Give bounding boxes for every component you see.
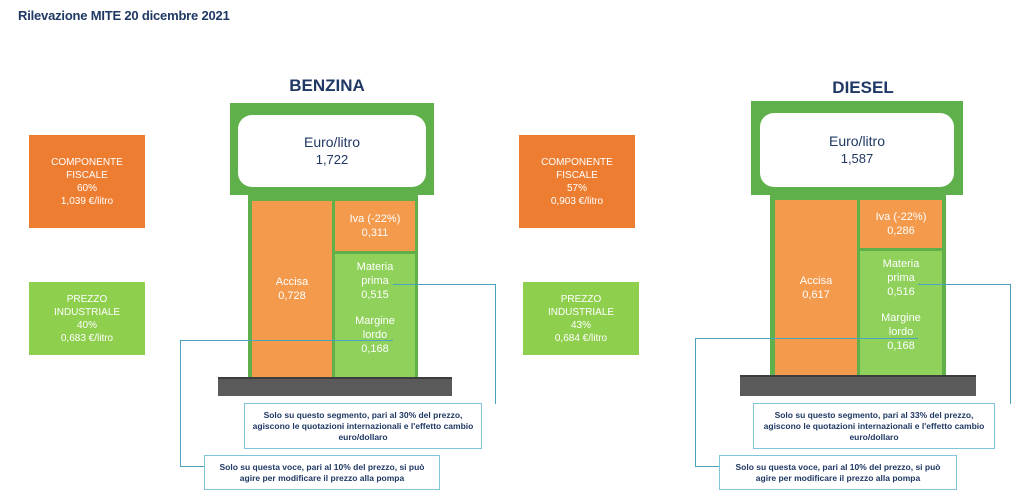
diesel-margine-label1: Margine	[881, 312, 921, 324]
diesel-price-display: Euro/litro 1,587	[760, 113, 954, 187]
benzina-connector-voice-h2	[180, 466, 204, 467]
diesel-industrial-segment: Materia prima 0,516 Margine lordo 0,168	[860, 251, 942, 375]
benzina-pump-base	[218, 377, 452, 396]
diesel-connector-voice-h2	[695, 466, 719, 467]
benzina-note-segment-line2: agiscono le quotazioni internazionali e …	[252, 420, 474, 431]
benzina-industrial-segment: Materia prima 0,515 Margine lordo 0,168	[335, 254, 415, 377]
diesel-note-segment-line1: Solo su questo segmento, pari al 33% del…	[774, 409, 974, 420]
diesel-accisa-value: 0,617	[802, 288, 830, 301]
diesel-margine-label2: lordo	[888, 326, 914, 338]
benzina-margine-label1: Margine	[355, 315, 395, 327]
benzina-connector-segment-h	[393, 284, 496, 285]
benzina-connector-segment-v	[495, 284, 496, 404]
benzina-iva-value: 0,311	[361, 227, 389, 239]
benzina-industrial-box: PREZZO INDUSTRIALE 40% 0,683 €/litro	[29, 282, 145, 355]
benzina-industrial-label: PREZZO INDUSTRIALE	[53, 293, 121, 318]
benzina-materia-label1: Materia	[356, 261, 394, 273]
diesel-accisa-label: Accisa	[799, 274, 833, 287]
diesel-fiscal-value: 0,903 €/litro	[550, 195, 604, 207]
benzina-note-voice: Solo su questa voce, pari al 10% del pre…	[204, 455, 440, 490]
page-header: Rilevazione MITE 20 dicembre 2021	[18, 8, 230, 23]
benzina-note-segment-line3: euro/dollaro	[338, 431, 388, 442]
diesel-industrial-percent: 43%	[570, 319, 591, 331]
diesel-accisa-segment: Accisa 0,617	[775, 200, 857, 375]
diesel-margine-value: 0,168	[887, 340, 915, 352]
benzina-accisa-segment: Accisa 0,728	[252, 201, 332, 377]
benzina-fiscal-value: 1,039 €/litro	[60, 195, 114, 207]
benzina-note-voice-line2: agire per modificare il prezzo alla pomp…	[239, 472, 405, 483]
benzina-note-segment: Solo su questo segmento, pari al 30% del…	[244, 403, 482, 449]
diesel-note-voice-line1: Solo su questa voce, pari al 10% del pre…	[735, 461, 941, 472]
diesel-iva-segment: Iva (-22%) 0,286	[860, 200, 942, 248]
diesel-industrial-value: 0,684 €/litro	[554, 332, 608, 344]
benzina-iva-segment: Iva (-22%) 0,311	[335, 201, 415, 251]
diesel-industrial-label: PREZZO INDUSTRIALE	[547, 293, 615, 318]
diesel-connector-segment-v	[1010, 284, 1011, 404]
benzina-connector-voice-v	[180, 340, 181, 466]
benzina-materia-value: 0,515	[361, 289, 389, 301]
diesel-fiscal-box: COMPONENTE FISCALE 57% 0,903 €/litro	[519, 135, 635, 228]
diesel-pump-base	[740, 375, 976, 396]
benzina-accisa-label: Accisa	[275, 276, 309, 288]
benzina-fiscal-label: COMPONENTE FISCALE	[51, 156, 123, 181]
diesel-note-voice-line2: agire per modificare il prezzo alla pomp…	[755, 472, 921, 483]
diesel-note-voice: Solo su questa voce, pari al 10% del pre…	[719, 455, 957, 490]
benzina-materia-label2: prima	[361, 275, 389, 287]
diesel-note-segment-line2: agiscono le quotazioni internazionali e …	[763, 420, 985, 431]
diesel-connector-voice-h	[695, 338, 918, 339]
benzina-note-segment-line1: Solo su questo segmento, pari al 30% del…	[263, 409, 463, 420]
diesel-industrial-box: PREZZO INDUSTRIALE 43% 0,684 €/litro	[523, 282, 639, 355]
benzina-industrial-value: 0,683 €/litro	[60, 332, 114, 344]
benzina-title: BENZINA	[289, 76, 365, 95]
diesel-price-value: 1,587	[840, 151, 874, 166]
diesel-iva-label: Iva (-22%)	[875, 211, 927, 223]
benzina-margine-label2: lordo	[362, 329, 388, 341]
benzina-fiscal-box: COMPONENTE FISCALE 60% 1,039 €/litro	[29, 135, 145, 228]
benzina-fiscal-percent: 60%	[76, 182, 97, 194]
benzina-industrial-percent: 40%	[76, 319, 97, 331]
benzina-price-unit: Euro/litro	[303, 134, 361, 150]
diesel-iva-value: 0,286	[887, 225, 915, 237]
benzina-accisa-value: 0,728	[278, 290, 306, 302]
diesel-title: DIESEL	[832, 78, 894, 97]
benzina-iva-label: Iva (-22%)	[349, 213, 401, 225]
benzina-margine-value: 0,168	[361, 343, 389, 355]
diesel-note-segment-line3: euro/dollaro	[849, 431, 899, 442]
diesel-materia-label2: prima	[887, 272, 915, 284]
diesel-note-segment: Solo su questo segmento, pari al 33% del…	[753, 403, 995, 449]
diesel-materia-value: 0,516	[887, 286, 915, 298]
benzina-note-voice-line1: Solo su questa voce, pari al 10% del pre…	[219, 461, 425, 472]
diesel-price-unit: Euro/litro	[828, 133, 886, 149]
benzina-price-display: Euro/litro 1,722	[238, 115, 426, 187]
benzina-connector-voice-h	[180, 340, 393, 341]
diesel-fiscal-percent: 57%	[566, 182, 587, 194]
diesel-materia-label1: Materia	[882, 258, 920, 270]
diesel-connector-voice-v	[695, 338, 696, 466]
diesel-fiscal-label: COMPONENTE FISCALE	[541, 156, 613, 181]
diesel-connector-segment-h	[918, 284, 1011, 285]
benzina-price-value: 1,722	[315, 152, 349, 167]
